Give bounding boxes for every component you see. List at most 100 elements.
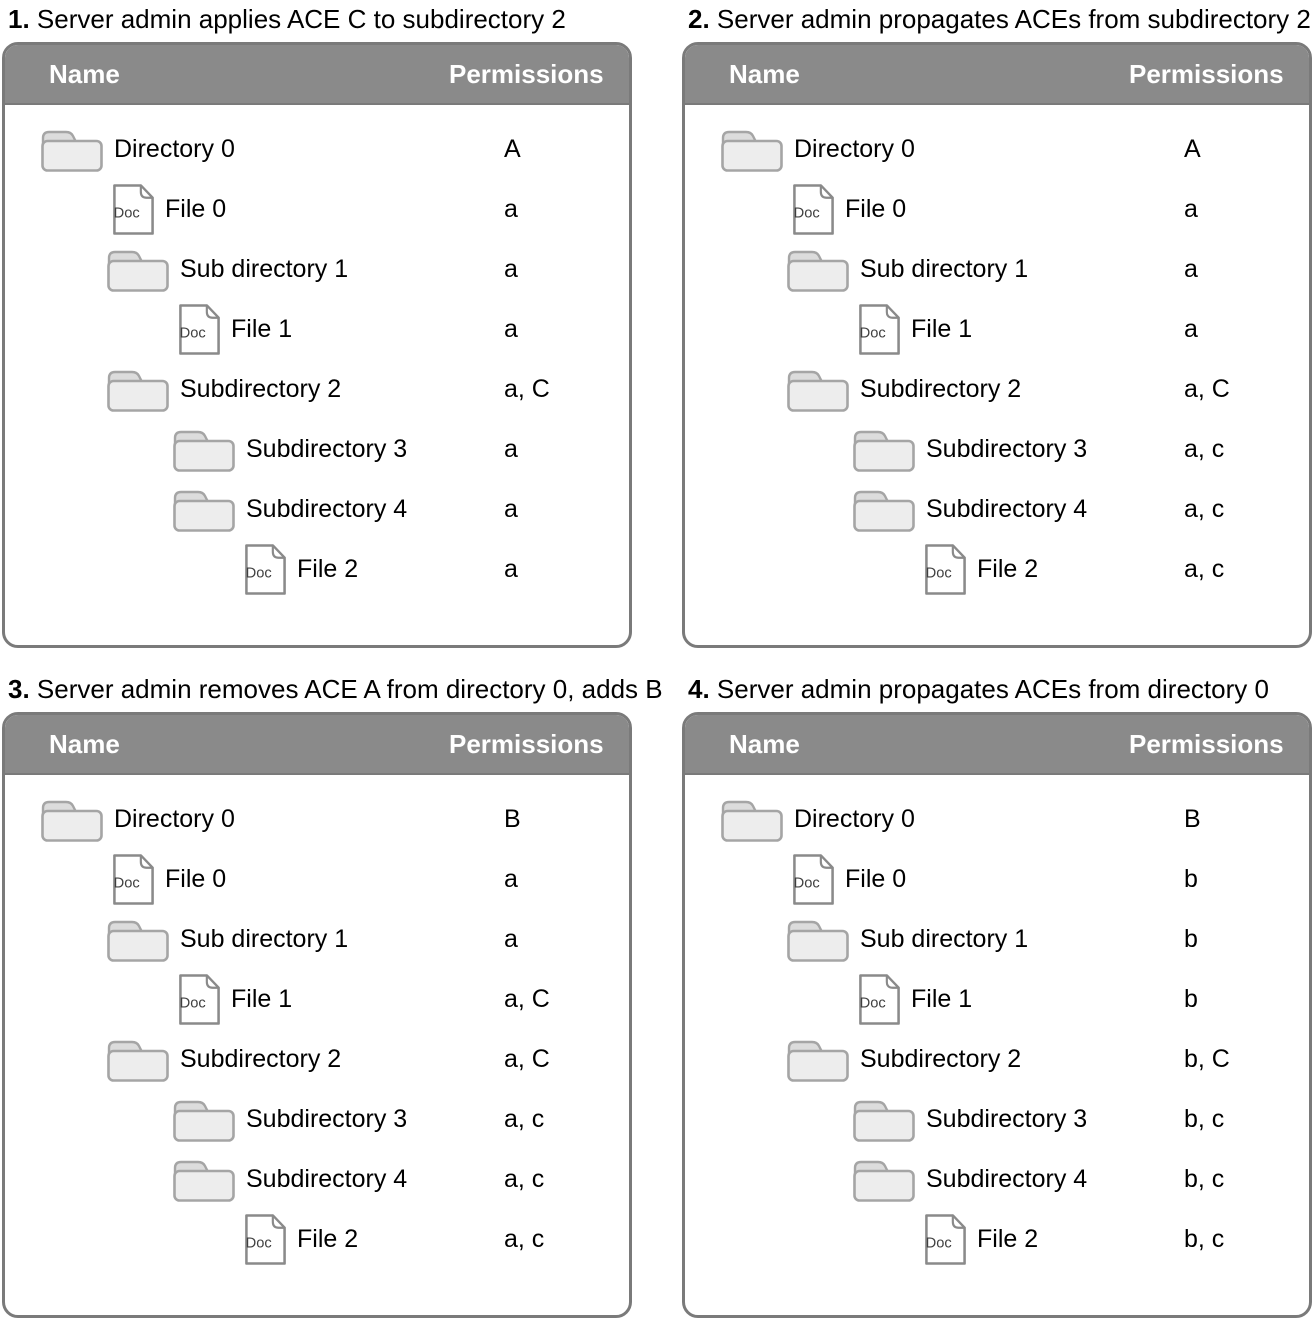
folder-icon (721, 130, 783, 172)
row-permissions: a, c (504, 1224, 545, 1253)
row-label: Directory 0 (794, 134, 915, 163)
column-header-name: Name (49, 58, 120, 89)
table-row: Subdirectory 2 b, C (685, 1029, 1309, 1089)
row-name-cell: Doc File 2 (5, 542, 449, 597)
row-label: File 1 (911, 984, 973, 1013)
row-permissions: a, c (504, 1104, 545, 1133)
row-label: Subdirectory 4 (246, 494, 408, 523)
table-row: Subdirectory 4 a, c (5, 1149, 629, 1209)
doc-icon: Doc (177, 302, 222, 357)
doc-icon-label: Doc (114, 875, 140, 891)
column-header-name: Name (729, 728, 800, 759)
doc-icon: Doc (859, 973, 900, 1025)
row-name-cell: Doc File 0 (685, 182, 1129, 237)
row-label: File 1 (231, 984, 293, 1013)
table-row: Directory 0 B (5, 789, 629, 849)
row-label: File 0 (845, 864, 907, 893)
folder-icon (173, 1160, 235, 1202)
doc-icon: Doc (245, 543, 286, 595)
panel-caption: 2. Server admin propagates ACEs from sub… (682, 4, 1312, 34)
column-header-permissions: Permissions (1129, 728, 1284, 759)
row-label: Subdirectory 3 (246, 1104, 408, 1133)
doc-icon-label: Doc (860, 995, 886, 1011)
doc-icon-label: Doc (246, 565, 272, 581)
doc-icon: Doc (113, 853, 154, 905)
row-permissions: a (504, 494, 518, 523)
table-row: Directory 0 A (5, 119, 629, 179)
row-label: Subdirectory 4 (926, 494, 1088, 523)
doc-icon: Doc (859, 303, 900, 355)
row-label: Directory 0 (794, 804, 915, 833)
doc-icon: Doc (179, 303, 220, 355)
doc-icon: Doc (243, 1212, 288, 1267)
row-label: Sub directory 1 (860, 254, 1029, 283)
row-label: Subdirectory 2 (860, 374, 1022, 403)
folder-icon (719, 794, 785, 844)
step-panel: 1. Server admin applies ACE C to subdire… (2, 4, 632, 648)
row-label: File 1 (911, 314, 973, 343)
row-name-cell: Subdirectory 3 (5, 424, 449, 474)
row-label: Subdirectory 4 (926, 1164, 1088, 1193)
row-name-cell: Doc File 2 (5, 1212, 449, 1267)
folder-icon (787, 370, 849, 412)
row-name-cell: Subdirectory 4 (5, 1154, 449, 1204)
step-panel: 3. Server admin removes ACE A from direc… (2, 674, 663, 1318)
folder-icon (39, 124, 105, 174)
folder-icon (785, 244, 851, 294)
folder-icon (851, 424, 917, 474)
row-label: File 2 (297, 554, 359, 583)
folder-icon (105, 364, 171, 414)
doc-icon-label: Doc (246, 1235, 272, 1251)
table-row: Directory 0 B (685, 789, 1309, 849)
column-header-name: Name (729, 58, 800, 89)
folder-icon (105, 244, 171, 294)
panel-caption: 3. Server admin removes ACE A from direc… (2, 674, 663, 704)
row-label: Sub directory 1 (860, 924, 1029, 953)
doc-icon-label: Doc (794, 875, 820, 891)
doc-icon: Doc (243, 542, 288, 597)
table-row: Subdirectory 3 a (5, 419, 629, 479)
row-name-cell: Sub directory 1 (5, 244, 449, 294)
doc-icon: Doc (923, 1212, 968, 1267)
row-permissions: a (1184, 314, 1198, 343)
table-row: Doc File 1 a, C (5, 969, 629, 1029)
table-row: Subdirectory 4 b, c (685, 1149, 1309, 1209)
doc-icon: Doc (925, 1213, 966, 1265)
panels-grid: 1. Server admin applies ACE C to subdire… (2, 4, 1313, 1318)
table-row: Doc File 0 a (5, 179, 629, 239)
row-name-cell: Subdirectory 4 (685, 484, 1129, 534)
table-row: Subdirectory 3 a, c (685, 419, 1309, 479)
doc-icon-label: Doc (926, 565, 952, 581)
row-name-cell: Sub directory 1 (685, 244, 1129, 294)
row-permissions: B (1184, 804, 1201, 833)
doc-icon: Doc (179, 973, 220, 1025)
table-row: Subdirectory 3 a, c (5, 1089, 629, 1149)
table-row: Doc File 2 a, c (5, 1209, 629, 1269)
folder-icon (171, 1154, 237, 1204)
row-name-cell: Sub directory 1 (685, 914, 1129, 964)
table-row: Directory 0 A (685, 119, 1309, 179)
table-row: Doc File 1 a (685, 299, 1309, 359)
folder-icon (853, 1160, 915, 1202)
doc-icon: Doc (925, 543, 966, 595)
row-permissions: a, c (1184, 434, 1225, 463)
doc-icon: Doc (111, 182, 156, 237)
table-row: Subdirectory 3 b, c (685, 1089, 1309, 1149)
panel-caption-text: Server admin propagates ACEs from direct… (716, 674, 1269, 704)
folder-icon (851, 1094, 917, 1144)
folder-icon (107, 1040, 169, 1082)
row-name-cell: Doc File 0 (685, 852, 1129, 907)
folder-icon (719, 124, 785, 174)
folder-icon (41, 130, 103, 172)
row-permissions: b, c (1184, 1164, 1225, 1193)
panel-caption-text: Server admin applies ACE C to subdirecto… (36, 4, 566, 34)
doc-icon: Doc (793, 853, 834, 905)
table-row: Doc File 2 a, c (685, 539, 1309, 599)
folder-icon (785, 364, 851, 414)
row-name-cell: Doc File 2 (685, 1212, 1129, 1267)
row-name-cell: Directory 0 (5, 794, 449, 844)
table-row: Doc File 2 b, c (685, 1209, 1309, 1269)
row-permissions: a (504, 194, 518, 223)
step-panel: 4. Server admin propagates ACEs from dir… (682, 674, 1312, 1318)
file-listing-panel: Name Permissions Directory 0 B Doc File … (2, 712, 632, 1318)
